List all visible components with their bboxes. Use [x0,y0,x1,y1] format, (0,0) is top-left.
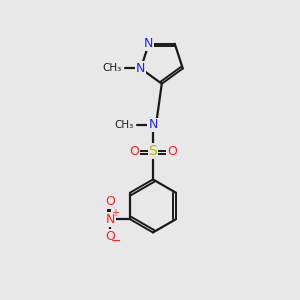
Text: N: N [144,37,154,50]
Text: −: − [111,236,122,248]
Text: CH₃: CH₃ [102,64,122,74]
Text: S: S [148,145,157,158]
Text: N: N [105,213,115,226]
Text: CH₃: CH₃ [115,120,134,130]
Text: O: O [129,145,139,158]
Text: O: O [105,195,115,208]
Text: O: O [105,230,115,243]
Text: N: N [148,118,158,131]
Text: O: O [167,145,177,158]
Text: N: N [136,62,146,75]
Text: +: + [111,208,119,218]
